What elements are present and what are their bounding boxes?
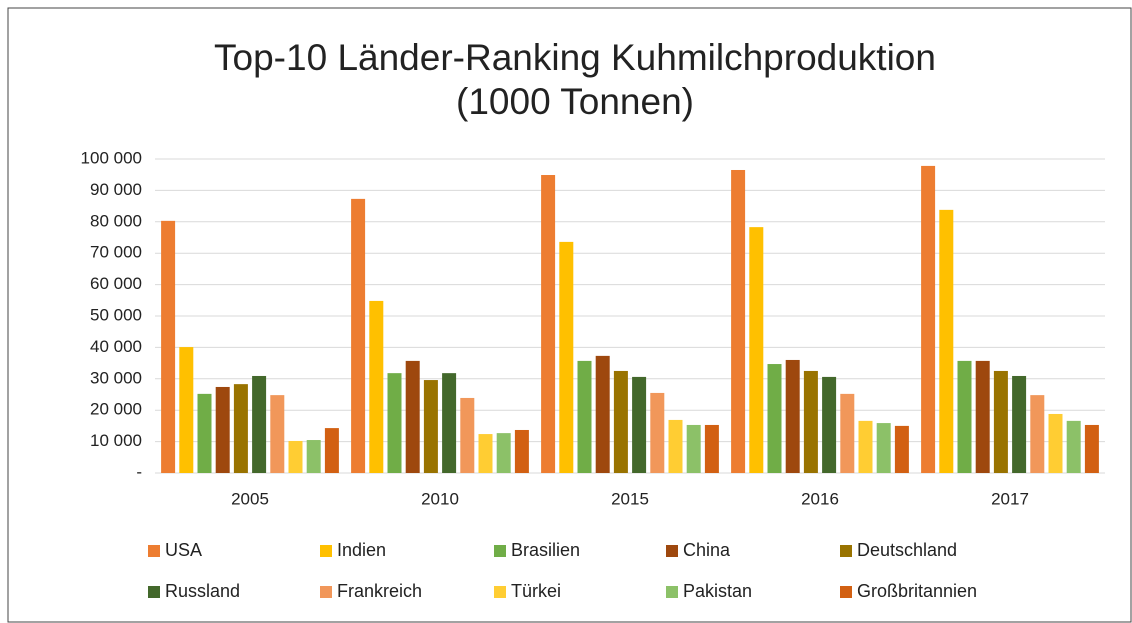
- legend-swatch: [494, 586, 506, 598]
- legend-label: Russland: [165, 581, 240, 601]
- bar: [894, 425, 909, 473]
- bar: [803, 370, 818, 473]
- bar: [577, 360, 592, 473]
- bar: [161, 220, 176, 473]
- y-tick-label: 70 000: [90, 243, 142, 262]
- bar: [541, 175, 556, 473]
- chart-title: Top-10 Länder-Ranking Kuhmilchproduktion: [214, 37, 936, 78]
- legend-label: Indien: [337, 540, 386, 560]
- bar: [215, 386, 230, 473]
- bar: [478, 434, 493, 473]
- y-tick-label: 40 000: [90, 337, 142, 356]
- legend-swatch: [320, 586, 332, 598]
- bar: [840, 393, 855, 473]
- bar: [387, 373, 402, 473]
- bar: [957, 360, 972, 473]
- bar: [1048, 413, 1063, 473]
- bar: [1084, 424, 1099, 473]
- x-tick-label: 2005: [231, 489, 269, 508]
- bar: [405, 360, 420, 473]
- bar: [270, 395, 285, 473]
- bar: [749, 227, 764, 473]
- bar: [939, 209, 954, 474]
- x-tick-label: 2017: [991, 489, 1029, 508]
- legend-swatch: [840, 586, 852, 598]
- bar: [460, 397, 475, 473]
- legend-label: Deutschland: [857, 540, 957, 560]
- y-tick-label: 100 000: [81, 148, 142, 167]
- legend-label: Brasilien: [511, 540, 580, 560]
- y-tick-label: 50 000: [90, 305, 142, 324]
- bar: [288, 440, 303, 473]
- legend-label: USA: [165, 540, 202, 560]
- bar: [876, 423, 891, 473]
- bar: [496, 433, 511, 473]
- bar: [442, 373, 457, 473]
- bar: [767, 364, 782, 473]
- bar: [1066, 420, 1081, 473]
- y-tick-label: 30 000: [90, 368, 142, 387]
- legend-swatch: [666, 545, 678, 557]
- bar: [668, 419, 683, 473]
- x-tick-label: 2015: [611, 489, 649, 508]
- bar: [704, 424, 719, 473]
- bar: [595, 355, 610, 473]
- bar: [858, 420, 873, 473]
- legend-label: Frankreich: [337, 581, 422, 601]
- bar: [197, 393, 212, 473]
- x-tick-label: 2010: [421, 489, 459, 508]
- bar: [179, 347, 194, 473]
- legend-label: China: [683, 540, 731, 560]
- bar: [369, 300, 384, 473]
- legend-swatch: [666, 586, 678, 598]
- y-tick-label: -: [136, 462, 142, 481]
- bar: [252, 375, 267, 473]
- bar: [1030, 395, 1045, 473]
- bar: [351, 198, 366, 474]
- bar: [423, 380, 438, 473]
- bar: [785, 359, 800, 473]
- bar: [613, 370, 628, 473]
- bar: [233, 384, 248, 473]
- bar: [822, 376, 837, 473]
- y-tick-label: 10 000: [90, 431, 142, 450]
- y-tick-label: 60 000: [90, 274, 142, 293]
- bar: [993, 370, 1008, 473]
- bar: [921, 165, 936, 473]
- bar: [632, 376, 647, 473]
- legend-label: Türkei: [511, 581, 561, 601]
- bar: [975, 360, 990, 473]
- legend-swatch: [148, 586, 160, 598]
- y-tick-label: 80 000: [90, 211, 142, 230]
- y-tick-label: 90 000: [90, 180, 142, 199]
- y-tick-label: 20 000: [90, 400, 142, 419]
- chart-subtitle: (1000 Tonnen): [456, 81, 694, 122]
- legend-swatch: [320, 545, 332, 557]
- bar: [731, 169, 746, 474]
- legend-swatch: [494, 545, 506, 557]
- legend-label: Großbritannien: [857, 581, 977, 601]
- bar: [324, 428, 339, 473]
- legend-swatch: [840, 545, 852, 557]
- bar: [514, 429, 529, 473]
- bar: [559, 241, 574, 473]
- bar: [1012, 375, 1027, 473]
- bar: [650, 392, 665, 473]
- legend-label: Pakistan: [683, 581, 752, 601]
- bar: [686, 424, 701, 473]
- bar: [306, 440, 321, 473]
- legend-swatch: [148, 545, 160, 557]
- x-tick-label: 2016: [801, 489, 839, 508]
